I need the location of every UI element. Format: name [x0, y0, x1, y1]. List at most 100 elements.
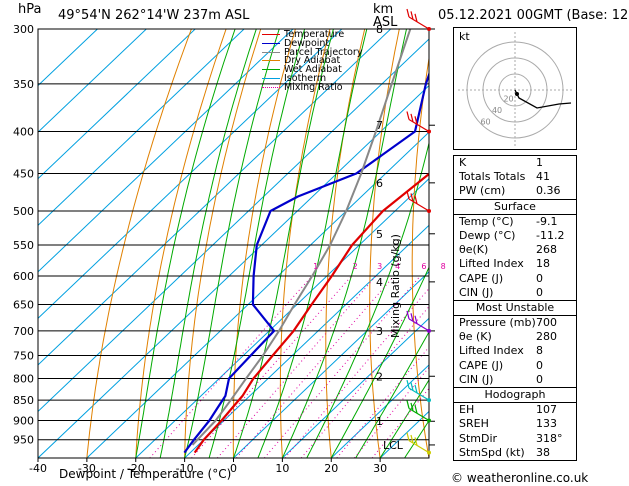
isotherm-line	[38, 29, 147, 133]
wind-barb-flag	[410, 11, 414, 20]
isotherm-line	[184, 224, 429, 458]
isotherm-line	[38, 84, 429, 458]
y-tick-label: 400	[13, 126, 34, 139]
table-value: 0	[536, 271, 543, 285]
table-value: 280	[536, 330, 557, 344]
wind-barb	[406, 310, 431, 333]
y-tick-label: 850	[13, 394, 34, 407]
y-axis-right-label: Mixing Ratio (g/kg)	[389, 234, 402, 338]
table-row: Temp (°C) -9.1	[454, 215, 576, 229]
km-tick-label: 8	[376, 23, 383, 36]
wind-barb	[406, 432, 431, 455]
table-value: 0	[536, 372, 543, 386]
wind-barb-flag	[414, 195, 418, 204]
isotherm-line	[38, 29, 294, 273]
table-label: PW (cm)	[459, 184, 506, 198]
table-label: Lifted Index	[459, 344, 524, 358]
profile-curves	[183, 29, 429, 454]
x-tick-label: 30	[373, 462, 387, 475]
table-value: 1	[536, 156, 543, 169]
indices-table: K 1 Totals Totals 41 PW (cm) 0.36 Surface Tem…	[453, 155, 577, 461]
wind-barb-flag	[414, 437, 418, 446]
wind-barb-flag	[406, 8, 410, 18]
legend-label: Dry Adiabat	[284, 55, 341, 67]
wind-barb-flag	[406, 379, 410, 389]
legend-label: Parcel Trajectory	[284, 46, 363, 58]
isotherm-line	[135, 178, 429, 458]
x-axis-label: Dewpoint / Temperature (°C)	[59, 467, 232, 481]
km-tick-label: 3	[376, 325, 383, 338]
wind-barb-dot	[427, 209, 431, 214]
hodograph-ring-label: 40	[492, 106, 502, 115]
table-value: 8	[536, 344, 543, 358]
y-tick-label: 950	[13, 434, 34, 447]
table-value: 0	[536, 285, 543, 299]
y-tick-label: 650	[13, 299, 34, 312]
table-row: Pressure (mb) 700	[454, 316, 576, 330]
table-label: CAPE (J)	[459, 358, 504, 372]
wind-barb	[406, 8, 431, 31]
isotherm-line	[330, 364, 429, 458]
legend-label: Mixing Ratio	[284, 81, 343, 93]
legend-swatch	[262, 69, 280, 71]
table-row: CIN (J) 0	[454, 286, 576, 300]
most-unstable-title: Most Unstable	[454, 301, 576, 317]
km-tick-label: 2	[376, 370, 383, 383]
y-tick-label: 800	[13, 372, 34, 385]
wind-barb-flag	[406, 432, 410, 441]
mixing-ratio-line	[300, 305, 429, 458]
legend-item: Mixing Ratio	[262, 83, 362, 92]
mixing-ratio-label: 3	[377, 262, 382, 271]
x-tick-label: -30	[78, 462, 96, 475]
table-value: 38	[536, 445, 550, 459]
x-tick-label: 10	[275, 462, 289, 475]
x-tick-label: -20	[127, 462, 145, 475]
isotherm-line	[233, 271, 429, 458]
mixing-ratio-line	[191, 275, 352, 458]
wind-barb-flag	[410, 193, 414, 202]
hodograph: kt 20 40 60	[453, 27, 577, 150]
wind-barb	[406, 400, 431, 423]
table-label: Temp (°C)	[459, 214, 514, 228]
dry-adiabat	[135, 29, 227, 458]
table-value: 41	[536, 170, 550, 184]
km-tick-label: 5	[376, 228, 383, 241]
table-value: 18	[536, 257, 550, 271]
table-label: EH	[459, 403, 475, 417]
legend-swatch	[262, 77, 280, 79]
legend-label: Wet Adiabat	[284, 64, 342, 76]
copyright-footer: © weatheronline.co.uk	[451, 471, 589, 485]
table-row: CAPE (J) 0	[454, 359, 576, 373]
legend-item: Parcel Trajectory	[262, 46, 363, 58]
legend-item: Dry Adiabat	[262, 55, 362, 67]
table-row: PW (cm) 0.36	[454, 184, 576, 198]
isotherm-line	[38, 29, 343, 320]
legend-item: Temperature	[262, 30, 362, 39]
wind-barb-staff	[408, 16, 430, 30]
legend-swatch	[262, 60, 280, 62]
wind-barb-flag	[414, 13, 418, 22]
hodograph-unit: kt	[459, 30, 470, 43]
wind-barb-flag	[406, 310, 410, 320]
wind-barb-flag	[410, 402, 414, 412]
km-tick-label: 7	[376, 119, 383, 132]
table-row: θe(K) 268	[454, 243, 576, 257]
hodograph-table-title: Hodograph	[454, 388, 576, 404]
wet-adiabat	[135, 29, 236, 458]
hodograph-storm-motion	[515, 92, 519, 96]
table-value: 0	[536, 358, 543, 372]
table-row: EH 107	[454, 403, 576, 417]
table-label: SREH	[459, 417, 489, 431]
table-row: StmSpd (kt) 38	[454, 446, 576, 460]
wet-adiabat	[306, 141, 429, 458]
mixing-ratio-label: 4	[395, 262, 400, 271]
legend-item: Dewpoint	[262, 39, 362, 48]
table-value: 700	[536, 316, 557, 330]
mixing-ratio-line	[217, 275, 377, 458]
y-tick-label: 500	[13, 205, 34, 218]
table-value: 268	[536, 243, 557, 257]
wind-barb-dot	[427, 450, 431, 455]
